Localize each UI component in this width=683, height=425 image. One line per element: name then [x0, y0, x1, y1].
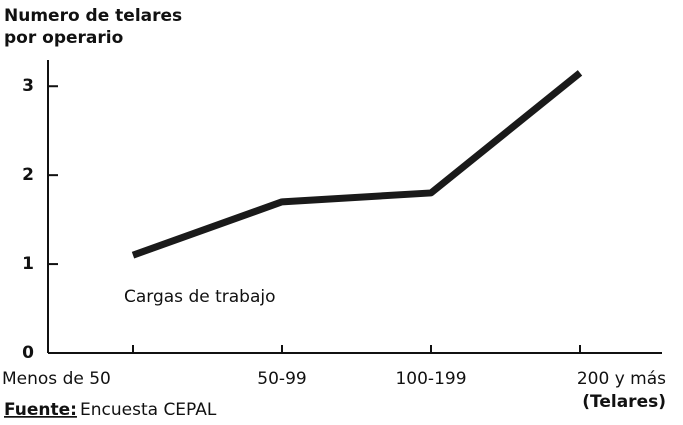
y-tick-label: 3 [22, 76, 34, 96]
y-axis-label: por operario [4, 28, 123, 48]
y-tick-label: 2 [22, 165, 34, 185]
x-axis-label: (Telares) [582, 392, 666, 412]
source-text: Encuesta CEPAL [80, 400, 217, 420]
x-tick-label: Menos de 50 [2, 369, 111, 389]
x-tick-label: 100-199 [395, 369, 466, 389]
annotation: Cargas de trabajo [124, 287, 276, 307]
y-axis-label: Numero de telares [4, 6, 182, 26]
line [131, 70, 583, 259]
x-tick-label: 50-99 [257, 369, 306, 389]
y-tick-label: 0 [22, 343, 34, 363]
source-label: Fuente: [4, 400, 77, 420]
x-tick-label: 200 y más [577, 369, 666, 389]
y-tick-label: 1 [22, 254, 34, 274]
